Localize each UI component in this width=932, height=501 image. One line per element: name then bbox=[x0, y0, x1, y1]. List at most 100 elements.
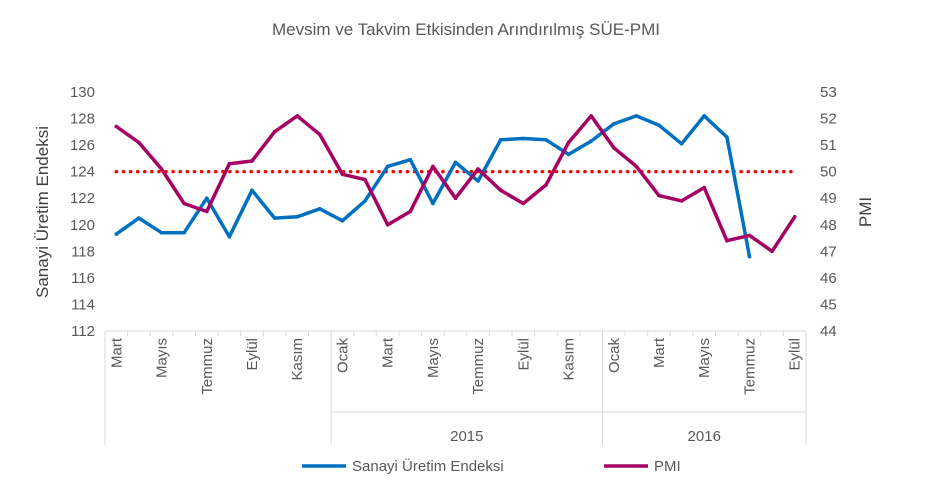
x-tick-label: Kasım bbox=[289, 338, 306, 381]
data-point-sue bbox=[634, 114, 639, 118]
data-point-sue bbox=[159, 230, 164, 235]
x-tick-label: Mart bbox=[108, 337, 125, 368]
data-point-sue bbox=[385, 164, 390, 169]
y2-axis-title: PMI bbox=[856, 197, 875, 227]
data-point-pmi bbox=[679, 199, 684, 203]
x-tick-label: Temmuz bbox=[741, 338, 758, 395]
data-point-sue bbox=[679, 142, 684, 146]
data-point-pmi bbox=[544, 183, 548, 187]
data-point-sue bbox=[363, 199, 367, 203]
data-point-pmi bbox=[702, 185, 706, 190]
data-point-sue bbox=[747, 254, 752, 259]
data-point-pmi bbox=[408, 209, 413, 214]
data-point-pmi bbox=[227, 161, 232, 166]
data-point-pmi bbox=[159, 167, 164, 171]
y-tick-label: 116 bbox=[71, 270, 95, 287]
legend-label-pmi: PMI bbox=[654, 458, 681, 475]
y-tick-label: 130 bbox=[70, 84, 95, 101]
legend: Sanayi Üretim Endeksi PMI bbox=[302, 457, 681, 475]
x-tick-label: Kasım bbox=[561, 338, 578, 381]
data-point-pmi bbox=[182, 201, 186, 206]
data-point-sue bbox=[205, 196, 209, 200]
year-label: 2015 bbox=[450, 428, 483, 445]
data-point-sue bbox=[431, 201, 435, 206]
y-tick-label: 126 bbox=[70, 137, 95, 154]
data-point-sue bbox=[272, 216, 277, 220]
x-tick-label: Temmuz bbox=[199, 338, 216, 395]
data-point-sue bbox=[589, 139, 593, 143]
labels-layer: 112 114 116 118 120 122 124 126 128 130 44 45 46 47 48… bbox=[70, 84, 837, 445]
data-point-pmi bbox=[725, 238, 729, 243]
data-point-sue bbox=[476, 179, 480, 183]
data-point-pmi bbox=[498, 188, 503, 193]
data-point-sue bbox=[657, 123, 661, 127]
data-point-sue bbox=[318, 207, 322, 211]
x-tick-label: Mart bbox=[380, 337, 397, 368]
data-point-pmi bbox=[431, 164, 435, 169]
x-tick-label: Mayıs bbox=[425, 338, 442, 378]
x-tick-label: Eylül bbox=[244, 338, 261, 371]
x-tick-label: Ocak bbox=[334, 338, 351, 374]
data-point-sue bbox=[114, 232, 119, 236]
y-tick-label: 120 bbox=[70, 217, 95, 234]
data-point-pmi bbox=[385, 223, 390, 227]
data-point-sue bbox=[408, 157, 413, 162]
y-tick-label: 118 bbox=[71, 243, 95, 260]
y2-tick-label: 45 bbox=[820, 296, 837, 313]
y2-tick-label: 52 bbox=[820, 111, 837, 128]
series-line-pmi bbox=[114, 114, 797, 254]
y-axis-title: Sanayi Üretim Endeksi bbox=[33, 126, 52, 298]
y2-tick-label: 51 bbox=[820, 137, 837, 154]
series-layer bbox=[114, 114, 797, 259]
y2-tick-label: 50 bbox=[820, 164, 837, 181]
x-tick-label: Mayıs bbox=[696, 338, 713, 378]
data-point-pmi bbox=[566, 140, 571, 145]
year-label: 2016 bbox=[688, 428, 721, 445]
x-tick-label: Eylül bbox=[787, 338, 804, 371]
x-tick-label: Mart bbox=[651, 337, 668, 368]
data-point-pmi bbox=[114, 124, 119, 129]
data-point-pmi bbox=[476, 167, 480, 171]
y2-tick-label: 49 bbox=[820, 190, 837, 207]
y2-tick-label: 46 bbox=[820, 270, 837, 287]
data-point-pmi bbox=[272, 130, 277, 134]
x-tick-label: Eylül bbox=[515, 338, 532, 371]
legend-label-sue: Sanayi Üretim Endeksi bbox=[352, 457, 504, 475]
data-point-sue bbox=[498, 138, 503, 142]
data-point-pmi bbox=[340, 172, 345, 177]
data-point-sue bbox=[137, 216, 141, 220]
data-point-sue bbox=[295, 215, 300, 219]
chart-title: Mevsim ve Takvim Etkisinden Arındırılmış… bbox=[272, 20, 660, 39]
data-point-pmi bbox=[612, 146, 616, 150]
data-point-pmi bbox=[250, 159, 254, 163]
axes-layer bbox=[104, 330, 807, 445]
data-point-sue bbox=[702, 114, 706, 118]
data-point-sue bbox=[566, 152, 571, 157]
x-tick-label: Temmuz bbox=[470, 338, 487, 395]
data-point-pmi bbox=[634, 164, 639, 169]
x-tick-label: Ocak bbox=[606, 338, 623, 374]
data-point-pmi bbox=[295, 114, 300, 118]
data-point-pmi bbox=[770, 249, 774, 254]
y2-tick-label: 44 bbox=[820, 323, 837, 340]
x-tick-label: Mayıs bbox=[154, 338, 171, 378]
data-point-sue bbox=[544, 138, 548, 142]
data-point-pmi bbox=[137, 140, 141, 145]
data-point-sue bbox=[182, 230, 186, 235]
data-point-pmi bbox=[205, 209, 209, 214]
data-point-pmi bbox=[318, 132, 322, 137]
data-point-sue bbox=[521, 136, 526, 141]
data-point-sue bbox=[227, 234, 232, 239]
y-tick-label: 112 bbox=[71, 323, 95, 340]
data-point-pmi bbox=[521, 201, 526, 206]
data-point-pmi bbox=[747, 233, 752, 238]
data-point-sue bbox=[612, 122, 616, 126]
data-point-pmi bbox=[589, 114, 593, 118]
y-tick-label: 124 bbox=[70, 164, 95, 181]
y-tick-label: 114 bbox=[71, 296, 95, 313]
data-point-sue bbox=[725, 135, 729, 139]
y2-tick-label: 48 bbox=[820, 217, 837, 234]
y2-tick-label: 53 bbox=[820, 84, 837, 101]
data-point-sue bbox=[340, 219, 345, 223]
